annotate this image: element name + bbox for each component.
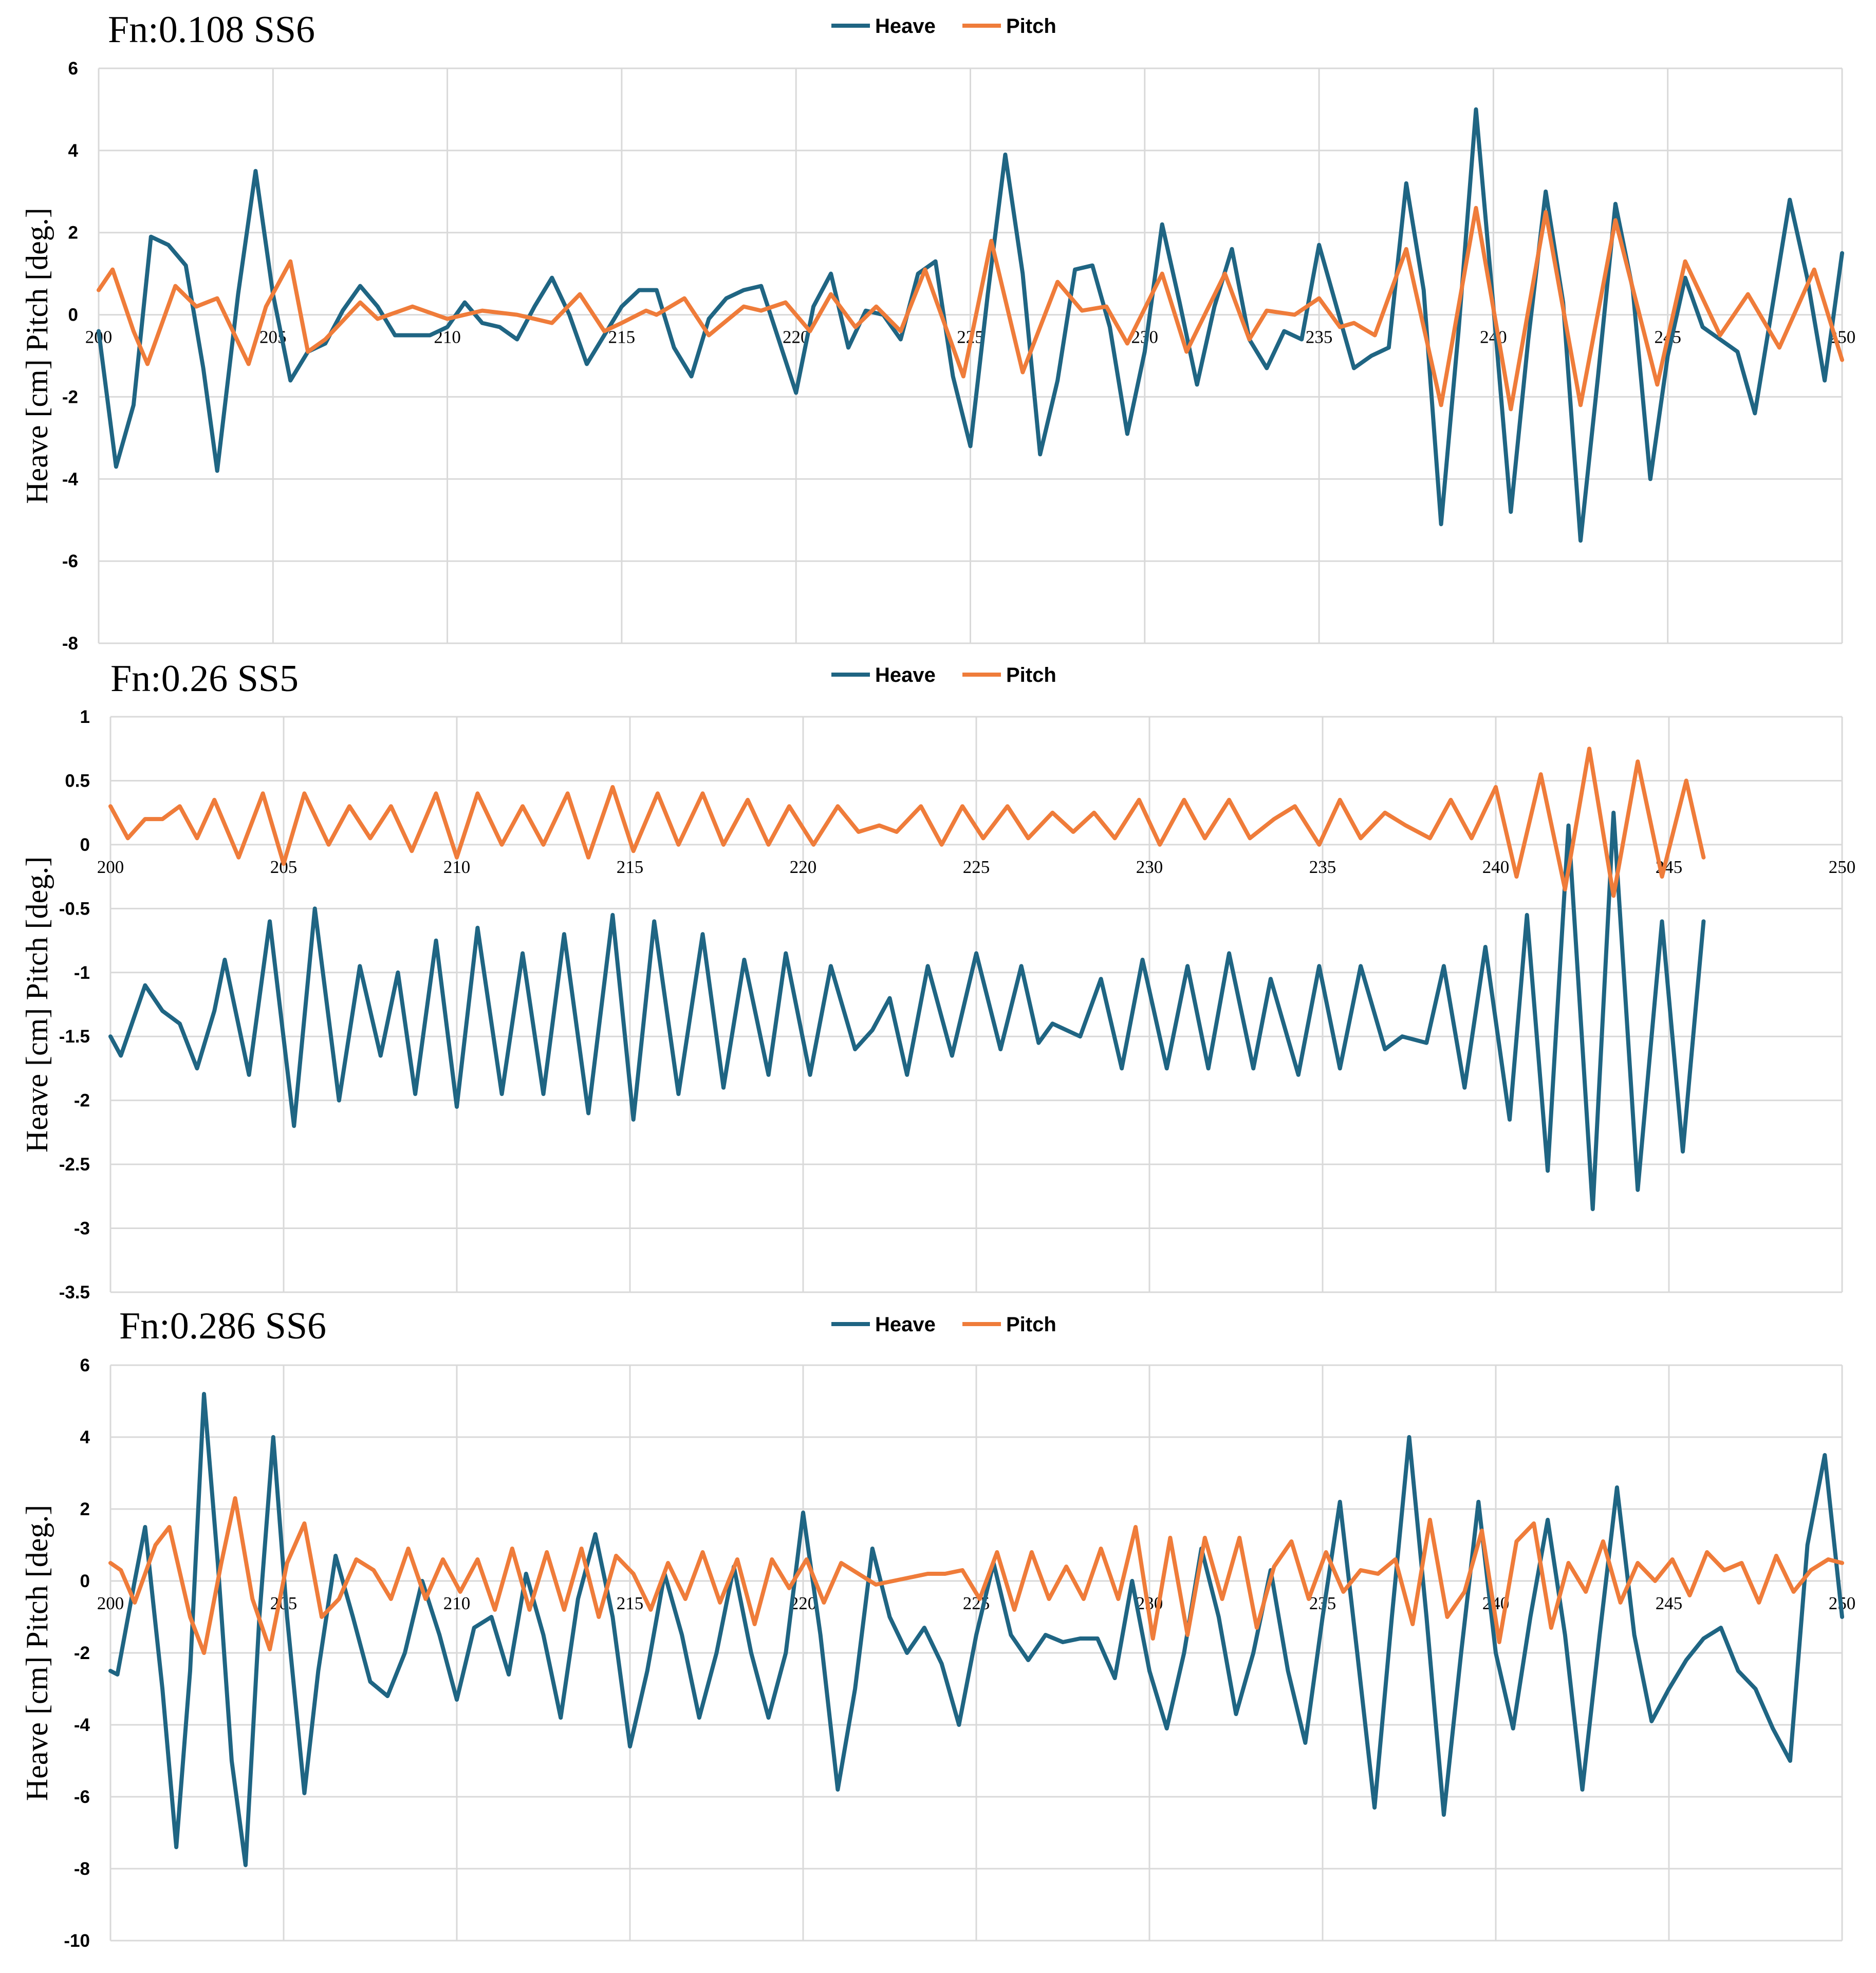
- y-tick-label: -6: [62, 551, 78, 571]
- legend-label-heave: Heave: [875, 15, 936, 38]
- y-tick-label: -1: [74, 963, 90, 983]
- y-tick-label: -10: [64, 1931, 90, 1951]
- y-tick-label: 4: [80, 1427, 90, 1447]
- y-tick-label: 2: [68, 223, 78, 243]
- series-line-pitch: [97, 206, 1844, 412]
- y-tick-label: -2: [74, 1643, 90, 1663]
- x-tick-label: 210: [443, 857, 471, 877]
- y-tick-label: 4: [68, 141, 79, 161]
- y-tick-label: -8: [74, 1859, 90, 1879]
- y-tick-label: -0.5: [59, 899, 90, 919]
- series-line-heave: [108, 810, 1706, 1212]
- y-tick-label: -4: [74, 1715, 90, 1735]
- y-tick-label: 0: [68, 305, 78, 325]
- y-tick-label: 0.5: [65, 771, 90, 791]
- legend-label-pitch: Pitch: [1006, 664, 1056, 686]
- x-tick-label: 235: [1306, 327, 1333, 347]
- x-tick-label: 240: [1482, 857, 1510, 877]
- chart-title: Fn:0.26 SS5: [110, 658, 299, 700]
- legend: Heave Pitch: [831, 664, 1056, 686]
- y-tick-label: -8: [62, 634, 78, 654]
- y-tick-label: -3.5: [59, 1282, 90, 1302]
- chart-title: Fn:0.286 SS6: [119, 1305, 326, 1347]
- x-tick-label: 200: [97, 1593, 124, 1613]
- x-tick-label: 215: [608, 327, 636, 347]
- x-tick-label: 250: [1829, 857, 1856, 877]
- x-tick-label: 215: [617, 1593, 644, 1613]
- y-tick-label: -3: [74, 1219, 90, 1239]
- x-tick-label: 245: [1656, 1593, 1683, 1613]
- chart-title: Fn:0.108 SS6: [108, 9, 315, 51]
- legend-label-heave: Heave: [875, 1313, 936, 1336]
- x-tick-label: 215: [617, 857, 644, 877]
- legend-label-heave: Heave: [875, 664, 936, 686]
- y-tick-label: -2.5: [59, 1155, 90, 1175]
- series-line-pitch: [108, 1496, 1844, 1655]
- x-tick-label: 220: [790, 857, 817, 877]
- series-line-heave: [97, 107, 1844, 543]
- y-axis-label: Heave [cm] Pitch [deg.]: [20, 1505, 54, 1801]
- legend: Heave Pitch: [831, 15, 1056, 38]
- x-tick-label: 210: [443, 1593, 471, 1613]
- y-tick-label: 6: [80, 1355, 90, 1375]
- y-tick-label: -4: [62, 469, 79, 489]
- x-tick-label: 235: [1309, 857, 1336, 877]
- legend-label-pitch: Pitch: [1006, 1313, 1056, 1336]
- y-tick-label: 2: [80, 1499, 90, 1519]
- y-tick-label: 0: [80, 835, 90, 855]
- y-tick-label: 0: [80, 1571, 90, 1591]
- x-tick-label: 230: [1136, 857, 1163, 877]
- y-tick-label: 6: [68, 59, 78, 79]
- series-line-heave: [108, 1392, 1844, 1867]
- y-tick-label: 1: [80, 707, 90, 727]
- y-axis-label: Heave [cm] Pitch [deg.]: [20, 857, 54, 1152]
- legend: Heave Pitch: [831, 1313, 1056, 1336]
- y-tick-label: -2: [74, 1091, 90, 1111]
- y-tick-label: -1.5: [59, 1027, 90, 1047]
- legend-label-pitch: Pitch: [1006, 15, 1056, 38]
- x-tick-label: 200: [97, 857, 124, 877]
- y-axis-label: Heave [cm] Pitch [deg.]: [20, 208, 54, 504]
- y-tick-label: -6: [74, 1787, 90, 1807]
- series-line-pitch: [108, 747, 1706, 898]
- x-tick-label: 225: [963, 857, 990, 877]
- y-tick-label: -2: [62, 387, 78, 407]
